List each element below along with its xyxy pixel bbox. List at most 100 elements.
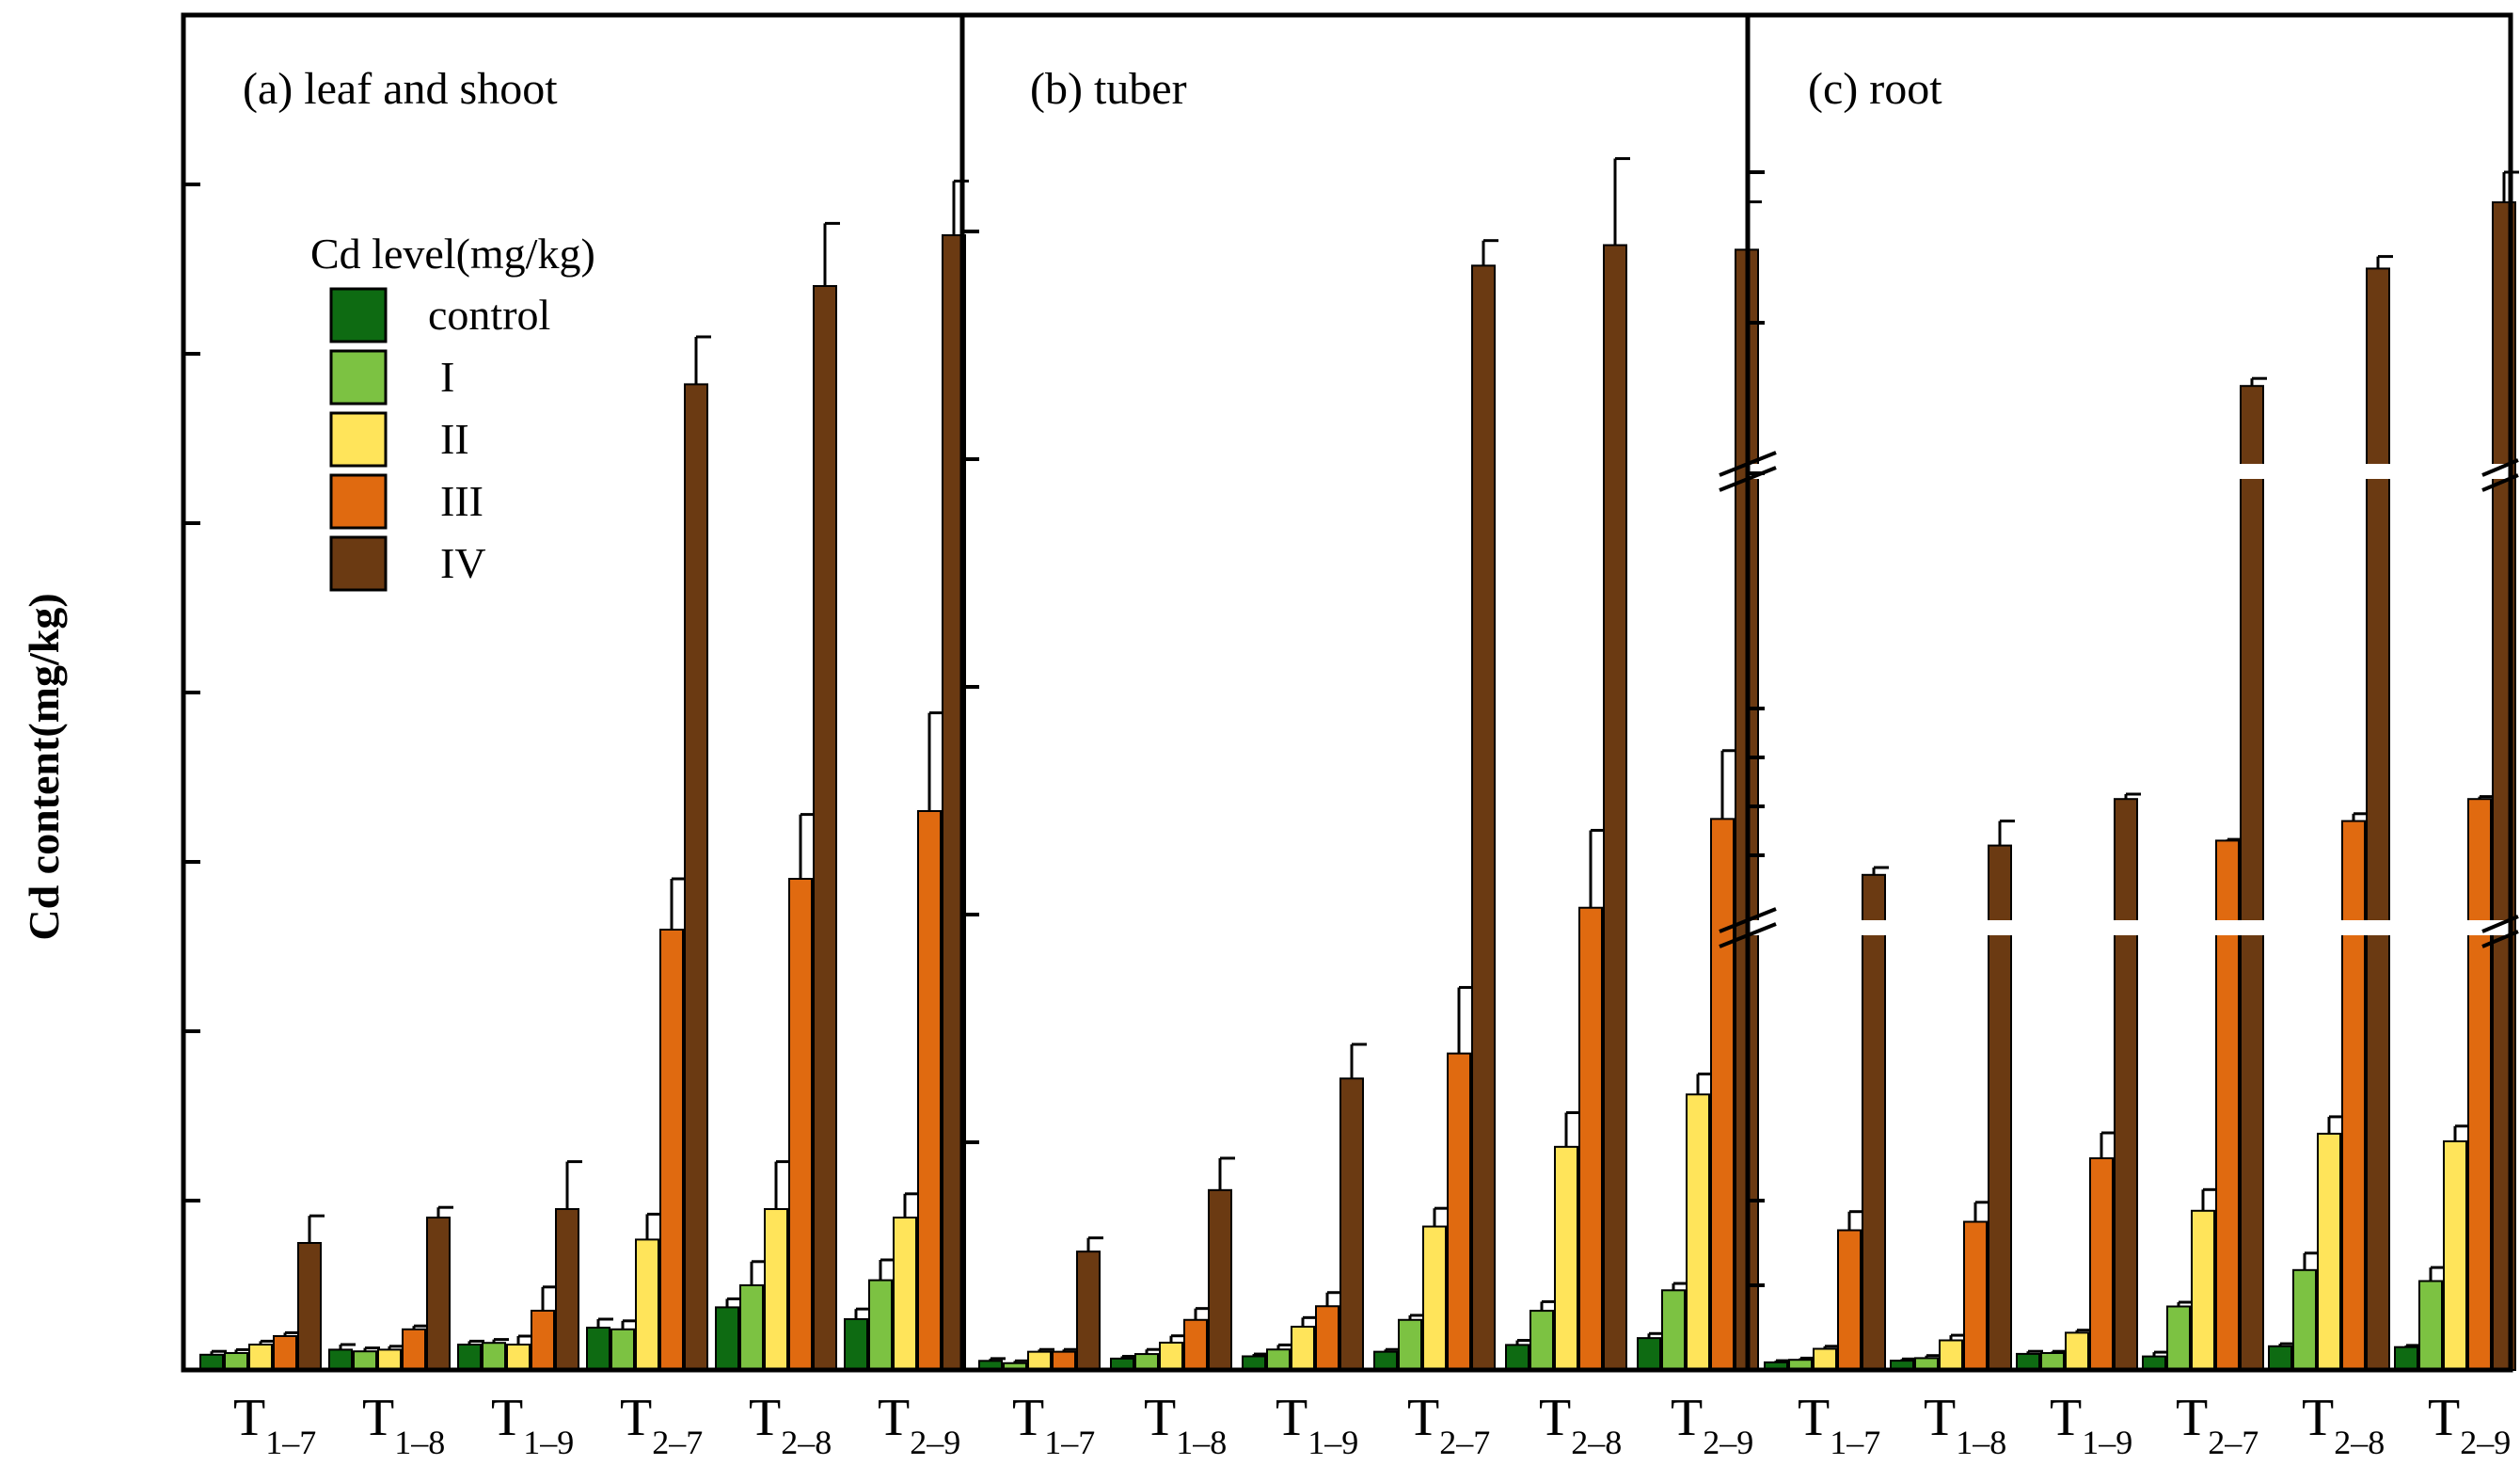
category-main: T xyxy=(1798,1389,1830,1447)
panel-a-bar-iii xyxy=(531,1310,555,1371)
panel-a-bar-control xyxy=(844,1318,868,1371)
category-main: T xyxy=(1407,1389,1439,1447)
category-sub: 2–8 xyxy=(2334,1424,2385,1461)
panel-a-category-label: T1–8 xyxy=(362,1389,445,1461)
category-main: T xyxy=(1276,1389,1308,1447)
panel-root: (c) root xyxy=(1808,64,1942,114)
panel-c-bar-control xyxy=(2268,1345,2292,1372)
panel-a-bar-iv xyxy=(426,1217,451,1371)
panel-a-bar-i xyxy=(739,1284,764,1371)
panel-a-bar-iii xyxy=(788,878,813,1371)
panel-c-bar-i xyxy=(2418,1280,2443,1371)
legend: Cd level(mg/kg) control I II III IV xyxy=(310,230,595,592)
legend-swatch-ii xyxy=(329,411,388,468)
panel-c-bar-ii xyxy=(2191,1209,2215,1372)
category-main: T xyxy=(1144,1389,1176,1447)
category-main: T xyxy=(2428,1389,2460,1447)
panel-b-category-label: T1–9 xyxy=(1276,1389,1358,1461)
panel-a-bar-ii xyxy=(248,1344,273,1371)
panel-title-b: (b) tuber xyxy=(1030,64,1187,114)
legend-swatch-iii xyxy=(329,473,388,530)
panel-b-bar-iii xyxy=(1052,1350,1076,1372)
legend-label-iv: IV xyxy=(440,539,486,587)
panel-b-bar-iv xyxy=(1339,1077,1364,1371)
panel-a-bar-ii xyxy=(764,1208,788,1371)
panel-c-category-label: T1–9 xyxy=(2050,1389,2132,1461)
panel-b-category-label: T1–8 xyxy=(1144,1389,1227,1461)
y-axis-label: Cd content(mg/kg) xyxy=(20,593,68,940)
panel-a-bar-i xyxy=(482,1342,506,1371)
category-sub: 2–9 xyxy=(910,1424,960,1461)
panel-a-category-label: T1–7 xyxy=(233,1389,316,1461)
category-sub: 1–9 xyxy=(1308,1424,1358,1461)
category-main: T xyxy=(1671,1389,1703,1447)
panel-a-category-label: T2–7 xyxy=(620,1389,703,1461)
panel-title-c: (c) root xyxy=(1808,64,1942,114)
panel-b-bar-i xyxy=(1398,1318,1422,1372)
panel-a-category-label: T1–9 xyxy=(491,1389,574,1461)
panel-b-bar-ii xyxy=(1422,1225,1447,1372)
panel-leaf-and-shoot: (a) leaf and shoot xyxy=(243,64,558,114)
panel-c-bar-iii xyxy=(2215,839,2240,1371)
legend-label-iii: III xyxy=(440,477,483,525)
panel-a-bar-iv xyxy=(555,1208,579,1371)
category-sub: 1–8 xyxy=(394,1424,445,1461)
panel-a-bar-control xyxy=(328,1348,353,1372)
category-sub: 1–8 xyxy=(1956,1424,2006,1461)
category-main: T xyxy=(1539,1389,1571,1447)
panel-b-bar-i xyxy=(1529,1310,1554,1371)
panel-c-bar-i xyxy=(2166,1305,2191,1371)
panel-a-category-label: T2–9 xyxy=(878,1389,960,1461)
legend-label-control: control xyxy=(428,291,550,339)
category-main: T xyxy=(2302,1389,2334,1447)
panel-b-category-label: T1–7 xyxy=(1012,1389,1095,1461)
panel-a-bar-control xyxy=(715,1306,739,1372)
panel-a-bar-ii xyxy=(893,1217,917,1371)
panel-b-bar-i xyxy=(1661,1289,1686,1372)
panel-c-bar-iii xyxy=(1837,1229,1862,1371)
panel-a-bar-control xyxy=(586,1327,610,1371)
panel-b-bar-iii xyxy=(1183,1318,1208,1372)
category-sub: 2–8 xyxy=(781,1424,832,1461)
panel-b-bar-iv xyxy=(1076,1250,1101,1372)
panel-a-bar-ii xyxy=(377,1348,402,1372)
panel-b-category-label: T2–7 xyxy=(1407,1389,1490,1461)
panel-c-bar-ii xyxy=(1939,1339,1963,1371)
panel-b-bar-i xyxy=(1266,1348,1291,1371)
panel-a-bar-i xyxy=(610,1328,635,1372)
legend-title: Cd level(mg/kg) xyxy=(310,230,595,278)
category-sub: 2–8 xyxy=(1571,1424,1622,1461)
panel-a-bar-iv xyxy=(297,1242,322,1371)
legend-swatch-control xyxy=(329,287,388,343)
panel-b-bar-ii xyxy=(1291,1326,1315,1372)
panel-b-bar-iii xyxy=(1315,1305,1339,1371)
panel-c-bar-iv xyxy=(2114,798,2138,1371)
panel-b-bar-iv xyxy=(1471,264,1496,1371)
panel-b-bar-ii xyxy=(1686,1093,1710,1372)
legend-label-ii: II xyxy=(440,415,469,463)
panel-a-bar-i xyxy=(224,1352,248,1371)
panel-a-bar-iii xyxy=(273,1335,297,1371)
panel-c-bar-i xyxy=(2040,1352,2065,1371)
category-sub: 2–9 xyxy=(1703,1424,1753,1461)
panel-a-bar-i xyxy=(868,1279,893,1371)
panel-b-bar-iv xyxy=(1603,244,1627,1371)
category-sub: 2–9 xyxy=(2460,1424,2511,1461)
panel-c-category-label: T1–8 xyxy=(1924,1389,2006,1461)
legend-swatch-i xyxy=(329,349,388,406)
panel-c-bar-iii xyxy=(2089,1157,2114,1371)
panel-a-category-label: T2–8 xyxy=(749,1389,832,1461)
panel-b-bar-ii xyxy=(1554,1145,1578,1371)
category-main: T xyxy=(1012,1389,1044,1447)
axis-break-gap xyxy=(1746,464,2512,479)
panel-title-a: (a) leaf and shoot xyxy=(243,64,558,114)
panel-b-bar-i xyxy=(1134,1353,1159,1372)
panel-a-bar-ii xyxy=(635,1238,659,1372)
panel-c-bar-ii xyxy=(2443,1140,2467,1371)
panel-b-category-label: T2–8 xyxy=(1539,1389,1622,1461)
panel-c-bar-ii xyxy=(2065,1331,2089,1372)
outer-frame xyxy=(181,12,2513,1373)
panel-a-bar-ii xyxy=(506,1344,531,1371)
panel-a-bar-iii xyxy=(402,1328,426,1372)
